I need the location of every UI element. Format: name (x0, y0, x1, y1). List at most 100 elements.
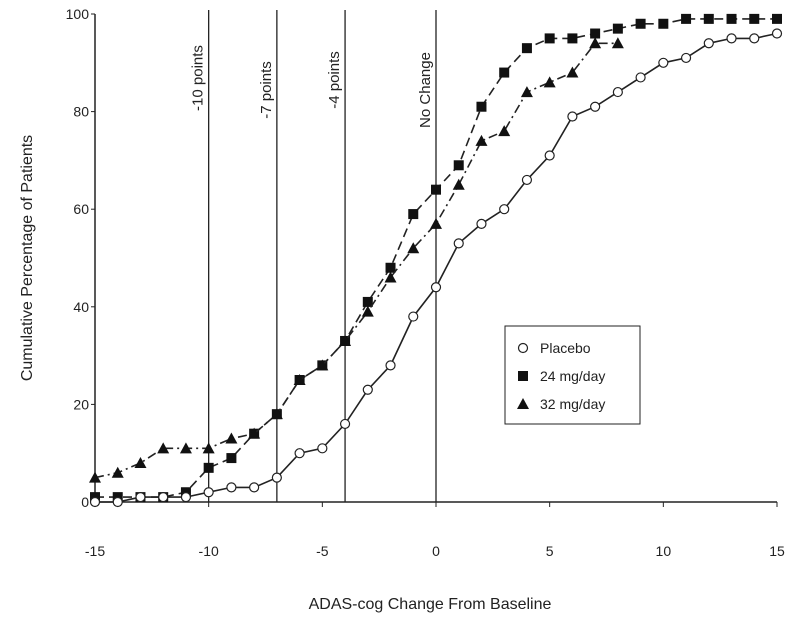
data-point (316, 359, 329, 371)
data-point (567, 33, 578, 44)
data-point (202, 442, 215, 454)
x-tick-label: -15 (85, 543, 105, 559)
plot-area: 0 20 40 60 80 100 -15 -10 -5 0 5 10 15 -10 points -7 p… (66, 6, 785, 559)
data-point (112, 496, 123, 508)
data-point (270, 408, 283, 420)
data-point (385, 360, 396, 371)
reference-line-label: -4 points (326, 51, 343, 109)
data-point (248, 427, 261, 439)
y-tick-label: 40 (73, 299, 89, 315)
data-point (111, 466, 124, 478)
y-tick-label: 0 (81, 494, 89, 510)
data-point (226, 453, 237, 464)
data-point (589, 37, 602, 49)
x-axis-title: ADAS-cog Change From Baseline (309, 596, 552, 613)
data-point (430, 217, 442, 229)
data-point (158, 492, 169, 503)
series-line (94, 42, 618, 479)
data-point (339, 334, 352, 346)
data-point (681, 13, 692, 24)
data-point (658, 57, 669, 68)
x-tick-label: -5 (316, 543, 329, 559)
legend-label: 32 mg/day (540, 396, 605, 412)
x-tick-label: -10 (199, 543, 219, 559)
data-point (293, 374, 306, 385)
legend-marker (517, 398, 529, 409)
data-point (521, 174, 533, 186)
data-point (203, 462, 214, 473)
data-point (612, 86, 623, 98)
x-tick-label: 15 (769, 543, 785, 559)
data-point (135, 492, 146, 503)
data-point (271, 472, 282, 483)
data-point (226, 482, 237, 493)
data-point (294, 448, 305, 459)
reference-line-label: -10 points (190, 45, 207, 111)
data-point (384, 271, 397, 283)
y-tick-label: 20 (73, 396, 89, 412)
data-point (476, 218, 487, 229)
data-point (317, 443, 328, 454)
data-point (453, 238, 464, 249)
data-point (566, 66, 579, 78)
x-tick-label: 5 (546, 543, 554, 559)
data-point (749, 13, 760, 24)
data-point (203, 487, 214, 498)
data-point (658, 18, 669, 29)
data-point (680, 52, 692, 64)
data-point (452, 178, 465, 190)
y-tick-label: 80 (73, 104, 89, 120)
data-point (521, 43, 532, 54)
data-point (520, 86, 533, 98)
y-tick-label: 60 (73, 201, 89, 217)
data-point (89, 471, 101, 483)
data-point (590, 101, 601, 112)
series-32-mg-day (89, 37, 624, 483)
data-point (157, 442, 170, 454)
legend-marker (518, 371, 528, 381)
data-point (134, 456, 147, 468)
legend-marker (517, 342, 529, 354)
data-point (726, 13, 737, 24)
data-point (430, 282, 442, 293)
data-point (635, 18, 646, 29)
data-point (476, 101, 487, 112)
data-point (89, 496, 101, 508)
data-point (361, 305, 374, 317)
data-point (498, 125, 511, 137)
y-axis-title: Cumulative Percentage of Patients (19, 135, 36, 381)
data-point (407, 242, 420, 254)
legend: Placebo 24 mg/day 32 mg/day (504, 325, 641, 425)
data-point (362, 296, 373, 307)
data-point (499, 67, 510, 78)
data-point (749, 33, 760, 44)
data-point (453, 160, 464, 171)
data-point (703, 38, 714, 49)
data-point (385, 262, 396, 273)
reference-line-label: No Change (417, 52, 434, 128)
data-point (726, 33, 737, 44)
data-point (475, 134, 488, 146)
y-tick-label: 100 (66, 6, 90, 22)
reference-line-label: -7 points (258, 61, 275, 119)
data-point (771, 28, 783, 39)
data-point (408, 311, 419, 322)
x-tick-label: 0 (432, 543, 440, 559)
data-point (544, 33, 555, 44)
data-point (431, 184, 441, 195)
data-point (543, 76, 556, 88)
series-placebo (89, 28, 783, 508)
data-point (249, 482, 260, 493)
data-point (225, 432, 238, 444)
data-point (703, 13, 714, 24)
data-point (772, 13, 782, 24)
legend-label: Placebo (540, 340, 591, 356)
data-point (339, 418, 351, 430)
data-point (611, 37, 624, 49)
data-point (612, 23, 623, 34)
data-point (590, 28, 601, 39)
data-point (544, 150, 555, 161)
data-point (499, 204, 510, 215)
data-point (408, 209, 419, 220)
